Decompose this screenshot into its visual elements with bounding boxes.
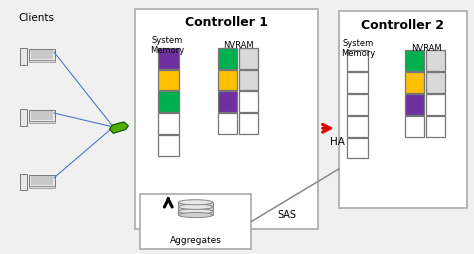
Bar [20,109,27,125]
Bar [426,94,445,115]
Text: System
Memory: System Memory [341,39,375,58]
Text: Clients: Clients [18,13,54,23]
Text: HA: HA [330,137,345,147]
Bar [31,111,53,120]
Bar [426,72,445,93]
Bar [239,48,258,69]
Text: SAS: SAS [277,210,296,220]
Ellipse shape [178,200,212,205]
Bar [426,50,445,71]
Bar [218,91,237,112]
Text: Controller 1: Controller 1 [185,16,268,29]
Bar [158,70,179,90]
Ellipse shape [178,209,212,214]
Text: NVRAM: NVRAM [224,41,254,50]
Bar [347,116,368,137]
Bar [135,9,318,229]
Polygon shape [109,122,128,133]
Bar [426,116,445,137]
Bar [405,94,424,115]
Bar [31,176,53,185]
Bar [347,50,368,71]
Bar [29,110,55,121]
Text: NVRAM: NVRAM [411,44,441,53]
Text: Aggregates: Aggregates [170,235,221,245]
Ellipse shape [178,213,212,218]
Bar [178,207,212,211]
Bar [29,186,55,188]
Bar [239,113,258,134]
Bar [347,72,368,93]
Bar [20,48,27,65]
Bar [158,48,179,69]
Bar [158,113,179,134]
Bar [239,70,258,90]
Bar [218,48,237,69]
Bar [405,116,424,137]
Bar [29,60,55,62]
Bar [347,138,368,158]
Bar [218,70,237,90]
Bar [29,49,55,60]
Text: Controller 2: Controller 2 [361,19,445,32]
Bar [239,91,258,112]
Bar [339,11,467,208]
Bar [20,174,27,190]
Bar [347,94,368,115]
Bar [158,135,179,156]
Bar [29,121,55,123]
Bar [405,50,424,71]
Bar [178,211,212,215]
Bar [158,91,179,112]
Bar [31,50,53,59]
Ellipse shape [178,204,212,209]
Bar [29,175,55,186]
Bar [140,194,251,249]
Bar [405,72,424,93]
Bar [178,202,212,206]
Bar [218,113,237,134]
Text: System
Memory: System Memory [150,36,184,55]
